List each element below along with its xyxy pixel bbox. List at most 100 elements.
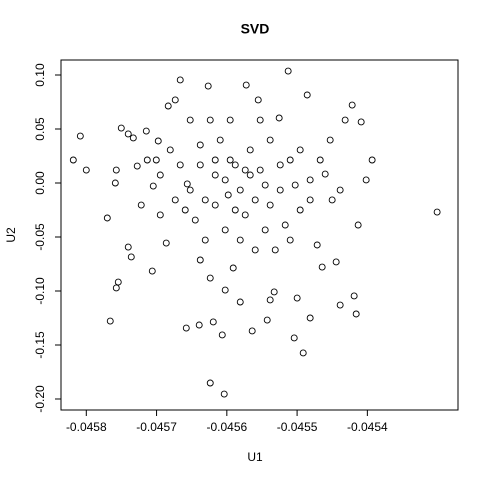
point bbox=[143, 156, 151, 164]
point bbox=[221, 226, 229, 234]
point bbox=[256, 116, 264, 124]
point bbox=[368, 156, 376, 164]
point bbox=[326, 136, 334, 144]
point bbox=[181, 206, 189, 214]
point bbox=[117, 124, 125, 132]
point bbox=[336, 186, 344, 194]
point bbox=[266, 296, 274, 304]
y-tick-label: -0.20 bbox=[33, 385, 47, 413]
point bbox=[164, 102, 172, 110]
point bbox=[216, 136, 224, 144]
point bbox=[336, 301, 344, 309]
point bbox=[226, 116, 234, 124]
point bbox=[129, 134, 137, 142]
point bbox=[124, 243, 132, 251]
point bbox=[196, 141, 204, 149]
point bbox=[209, 318, 217, 326]
point bbox=[261, 226, 269, 234]
y-tick-label: -0.15 bbox=[33, 331, 47, 359]
point bbox=[162, 239, 170, 247]
point bbox=[306, 176, 314, 184]
point bbox=[154, 137, 162, 145]
point bbox=[246, 146, 254, 154]
point bbox=[270, 288, 278, 296]
point bbox=[286, 156, 294, 164]
point bbox=[354, 221, 362, 229]
point bbox=[286, 236, 294, 244]
point bbox=[226, 156, 234, 164]
point bbox=[201, 236, 209, 244]
point bbox=[248, 327, 256, 335]
point bbox=[112, 166, 120, 174]
point bbox=[114, 278, 122, 286]
point bbox=[224, 191, 232, 199]
point bbox=[76, 132, 84, 140]
point bbox=[236, 186, 244, 194]
point bbox=[206, 274, 214, 282]
point bbox=[176, 161, 184, 169]
point bbox=[220, 390, 228, 398]
point bbox=[186, 116, 194, 124]
point bbox=[231, 206, 239, 214]
point bbox=[218, 331, 226, 339]
point bbox=[296, 146, 304, 154]
point bbox=[231, 161, 239, 169]
point bbox=[254, 96, 262, 104]
point bbox=[103, 214, 111, 222]
point bbox=[348, 101, 356, 109]
point bbox=[82, 166, 90, 174]
point bbox=[362, 176, 370, 184]
point bbox=[124, 130, 132, 138]
point bbox=[296, 206, 304, 214]
point bbox=[275, 114, 283, 122]
y-tick-label: 0.00 bbox=[33, 171, 47, 195]
point bbox=[303, 91, 311, 99]
point bbox=[112, 284, 120, 292]
point bbox=[171, 96, 179, 104]
point bbox=[276, 186, 284, 194]
y-tick-label: 0.05 bbox=[33, 117, 47, 141]
point bbox=[191, 216, 199, 224]
point bbox=[148, 267, 156, 275]
point bbox=[111, 179, 119, 187]
point bbox=[152, 156, 160, 164]
x-tick-label: -0.0455 bbox=[277, 420, 318, 434]
point bbox=[196, 256, 204, 264]
point bbox=[236, 236, 244, 244]
point bbox=[316, 156, 324, 164]
point bbox=[306, 314, 314, 322]
point bbox=[299, 349, 307, 357]
point bbox=[261, 181, 269, 189]
point bbox=[137, 201, 145, 209]
point bbox=[211, 156, 219, 164]
point bbox=[350, 292, 358, 300]
point bbox=[318, 263, 326, 271]
point bbox=[106, 317, 114, 325]
point bbox=[290, 334, 298, 342]
x-tick-label: -0.0456 bbox=[206, 420, 247, 434]
point bbox=[266, 201, 274, 209]
point bbox=[306, 196, 314, 204]
point bbox=[142, 127, 150, 135]
point bbox=[211, 171, 219, 179]
point bbox=[127, 253, 135, 261]
point bbox=[241, 211, 249, 219]
point bbox=[341, 116, 349, 124]
point bbox=[241, 166, 249, 174]
point bbox=[206, 379, 214, 387]
point bbox=[176, 76, 184, 84]
point bbox=[69, 156, 77, 164]
point bbox=[321, 170, 329, 178]
point bbox=[256, 166, 264, 174]
point bbox=[352, 310, 360, 318]
point bbox=[229, 264, 237, 272]
point bbox=[276, 161, 284, 169]
point bbox=[133, 162, 141, 170]
point bbox=[357, 118, 365, 126]
point bbox=[196, 161, 204, 169]
point bbox=[433, 208, 441, 216]
chart-title: SVD bbox=[241, 21, 270, 37]
y-tick-label: -0.10 bbox=[33, 277, 47, 305]
point bbox=[328, 196, 336, 204]
